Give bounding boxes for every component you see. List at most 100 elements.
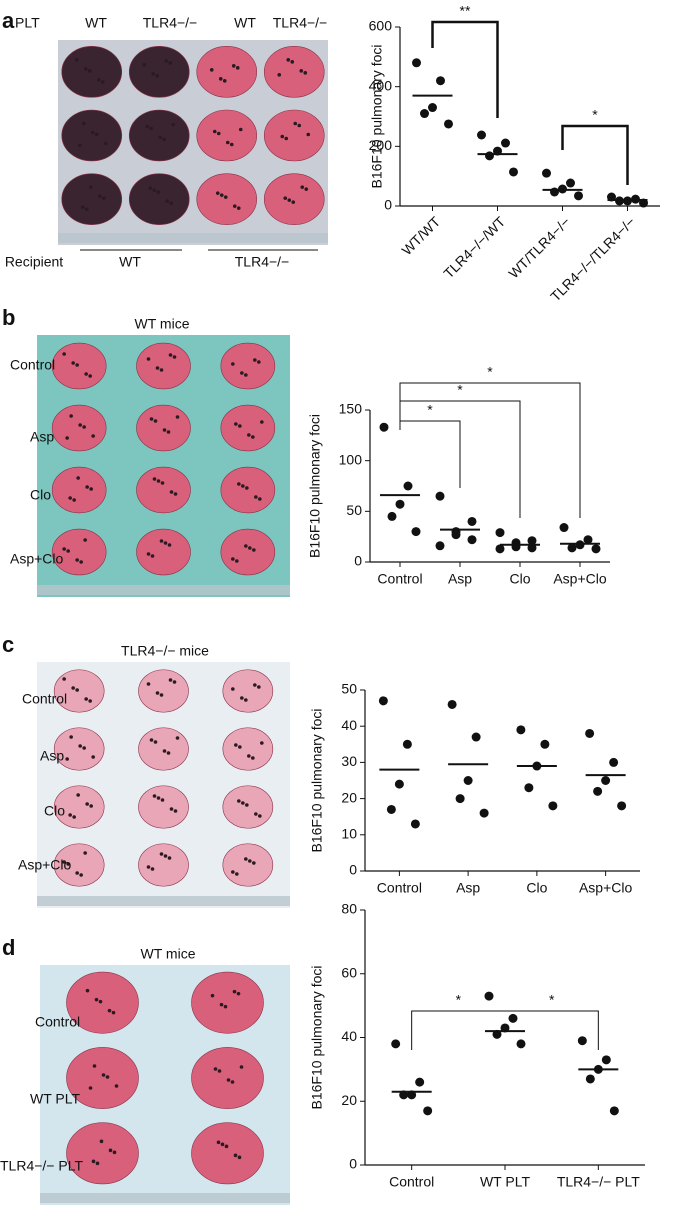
nodule xyxy=(241,801,245,805)
nodule xyxy=(72,498,76,502)
significance-bracket xyxy=(399,420,461,488)
nodule xyxy=(85,988,90,993)
nodule xyxy=(146,357,151,361)
nodule xyxy=(162,428,167,432)
significance-label: * xyxy=(427,402,433,418)
lung xyxy=(196,109,258,162)
photo-row-label: Clo xyxy=(30,487,51,503)
nodule xyxy=(234,422,238,426)
data-point xyxy=(516,1039,526,1049)
nodule xyxy=(75,558,79,562)
nodule xyxy=(151,72,156,76)
nodule xyxy=(82,746,86,750)
nodule xyxy=(146,682,151,686)
lung xyxy=(66,1122,139,1185)
nodule xyxy=(83,851,87,855)
lung xyxy=(220,404,276,452)
nodule xyxy=(232,204,237,208)
data-point xyxy=(435,491,445,501)
nodule xyxy=(101,196,106,200)
data-point xyxy=(609,1106,619,1116)
ruler xyxy=(37,896,290,906)
nodule xyxy=(80,205,85,209)
nodule xyxy=(65,757,69,761)
photo-title: WT mice xyxy=(135,316,190,332)
nodule xyxy=(159,693,164,697)
ruler xyxy=(40,1193,290,1203)
photo xyxy=(40,965,290,1205)
panel-label: d xyxy=(2,935,15,960)
nodule xyxy=(222,79,227,83)
nodule xyxy=(217,1069,222,1073)
nodule xyxy=(94,132,99,137)
data-point xyxy=(509,167,518,177)
photo-column-label: WT xyxy=(234,15,256,31)
nodule xyxy=(163,541,168,545)
nodule xyxy=(69,414,73,418)
data-point xyxy=(566,178,575,188)
nodule xyxy=(165,199,170,203)
nodule xyxy=(97,194,102,198)
nodule xyxy=(248,546,252,550)
x-tick-label: Control xyxy=(377,571,422,587)
nodule xyxy=(254,495,258,499)
data-point xyxy=(527,536,537,546)
nodule xyxy=(233,1153,238,1158)
nodule xyxy=(152,794,157,798)
nodule xyxy=(156,796,161,800)
nodule xyxy=(87,69,92,73)
nodule xyxy=(79,560,83,564)
y-tick-label: 150 xyxy=(339,401,363,417)
nodule xyxy=(224,1144,229,1149)
nodule xyxy=(77,143,82,148)
nodule xyxy=(75,688,79,692)
nodule xyxy=(149,738,154,742)
photo-row-label: Asp xyxy=(40,748,64,764)
photo-row-label: Control xyxy=(35,1014,80,1030)
nodule xyxy=(100,80,105,84)
nodule xyxy=(244,544,248,548)
nodule xyxy=(146,865,151,869)
lung xyxy=(53,843,105,887)
nodule xyxy=(251,756,255,760)
y-tick-label: 40 xyxy=(341,717,357,733)
lung xyxy=(136,404,191,452)
nodule xyxy=(252,861,256,865)
nodule xyxy=(235,872,239,876)
x-tick-label: Asp+Clo xyxy=(553,571,607,587)
nodule xyxy=(247,754,251,758)
nodule xyxy=(89,804,93,808)
lung xyxy=(196,46,258,98)
nodule xyxy=(240,696,244,700)
nodule xyxy=(251,435,255,439)
nodule xyxy=(219,1002,224,1007)
data-point xyxy=(378,696,388,706)
lung xyxy=(128,173,190,225)
significance-label: ** xyxy=(460,3,471,19)
nodule xyxy=(82,425,86,429)
photo-footer-label: TLR4−/− xyxy=(235,254,289,270)
nodule xyxy=(209,68,214,72)
nodule xyxy=(216,131,221,136)
nodule xyxy=(253,358,257,362)
photo-column-label: WT xyxy=(85,15,107,31)
nodule xyxy=(95,1161,100,1166)
photo-row-label: Clo xyxy=(44,803,65,819)
ruler xyxy=(58,233,328,243)
lung xyxy=(51,404,107,452)
y-tick-label: 20 xyxy=(341,789,357,805)
nodule xyxy=(103,141,108,146)
nodule xyxy=(94,997,99,1002)
nodule xyxy=(88,1086,93,1090)
photo-row-label: TLR4−/− PLT xyxy=(0,1158,83,1174)
nodule xyxy=(213,1067,218,1071)
nodule xyxy=(290,60,295,64)
nodule xyxy=(145,124,150,129)
nodule xyxy=(150,867,155,871)
nodule xyxy=(220,1142,225,1147)
photo-column-label: TLR4−/− xyxy=(273,15,327,31)
nodule xyxy=(112,1150,117,1155)
nodule xyxy=(62,547,66,551)
nodule xyxy=(160,798,165,802)
nodule xyxy=(166,751,171,755)
